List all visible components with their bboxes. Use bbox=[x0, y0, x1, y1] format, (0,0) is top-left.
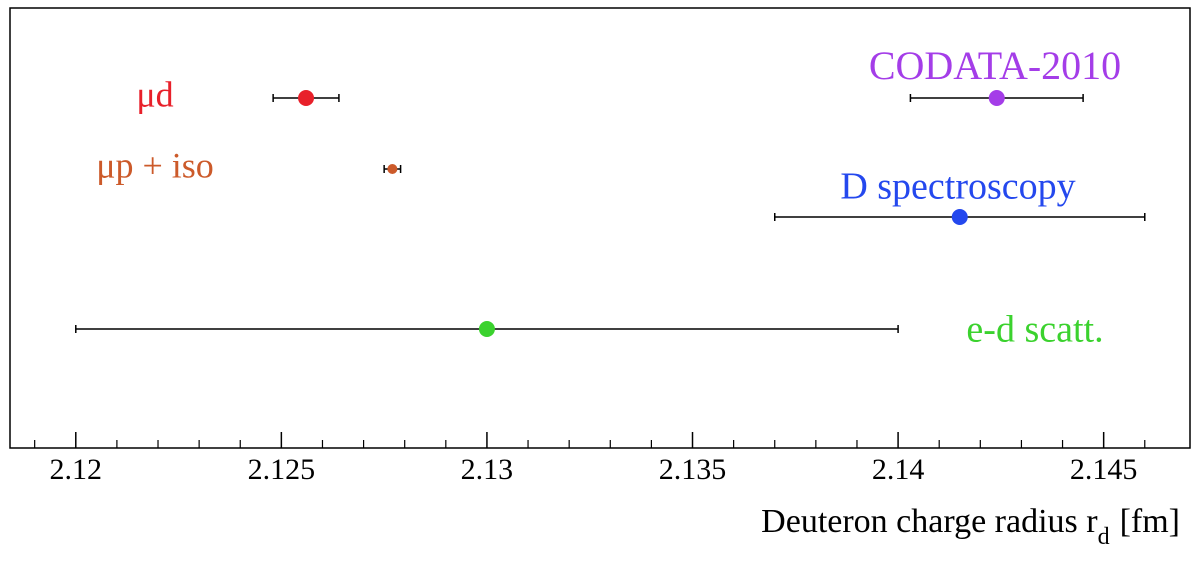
data-point bbox=[387, 164, 398, 174]
x-tick-label: 2.135 bbox=[659, 453, 727, 486]
x-axis-label-unit: [fm] bbox=[1120, 503, 1180, 540]
series-label: μp + iso bbox=[96, 145, 214, 185]
series-label: e-d scatt. bbox=[966, 309, 1103, 351]
series-label: D spectroscopy bbox=[840, 166, 1075, 208]
data-point bbox=[988, 90, 1005, 106]
x-tick-label: 2.145 bbox=[1070, 453, 1138, 486]
data-point bbox=[298, 90, 315, 106]
data-point bbox=[951, 209, 968, 225]
x-axis-label-main: Deuteron charge radius r bbox=[761, 503, 1098, 540]
x-axis-label: Deuteron charge radius rd [fm] bbox=[761, 503, 1180, 550]
x-axis-label-subscript: d bbox=[1098, 524, 1110, 550]
x-tick-label: 2.125 bbox=[248, 453, 316, 486]
series-label: CODATA-2010 bbox=[869, 43, 1121, 88]
series-label: μd bbox=[136, 74, 173, 114]
x-tick-label: 2.12 bbox=[50, 453, 103, 486]
x-tick-label: 2.13 bbox=[461, 453, 514, 486]
data-point bbox=[478, 321, 495, 337]
plot-frame bbox=[9, 7, 1191, 449]
x-tick-label: 2.14 bbox=[872, 453, 925, 486]
